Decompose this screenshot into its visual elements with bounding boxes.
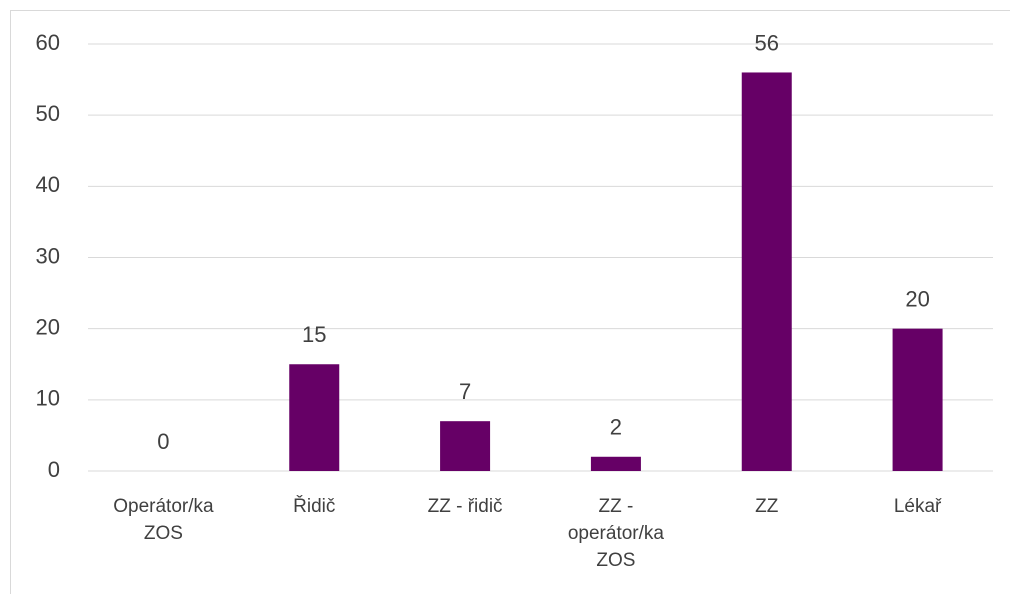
data-label: 56 [755, 30, 779, 55]
x-tick-label: Řidič [293, 496, 336, 517]
data-label: 15 [302, 322, 326, 347]
y-tick-label: 30 [36, 243, 60, 268]
chart-frame [10, 10, 1010, 594]
y-tick-label: 60 [36, 30, 60, 55]
data-label: 0 [157, 429, 169, 454]
y-tick-label: 10 [36, 386, 60, 411]
data-label: 7 [459, 379, 471, 404]
x-tick-label: ZZ - řidič [427, 496, 503, 517]
bar [289, 364, 340, 471]
bar [741, 72, 792, 471]
x-tick-label: Operátor/ka ZOS [113, 496, 214, 544]
y-tick-label: 20 [36, 314, 60, 339]
bar [892, 328, 943, 471]
x-tick-label: Lékař [893, 496, 942, 517]
y-tick-label: 50 [36, 101, 60, 126]
y-tick-label: 0 [48, 457, 60, 482]
data-label: 2 [610, 415, 622, 440]
bar [590, 456, 641, 471]
data-label: 20 [905, 286, 929, 311]
y-tick-label: 40 [36, 172, 60, 197]
x-tick-label: ZZ [755, 496, 779, 517]
bar [440, 421, 491, 471]
x-tick-label: ZZ - operátor/ka ZOS [567, 496, 664, 571]
